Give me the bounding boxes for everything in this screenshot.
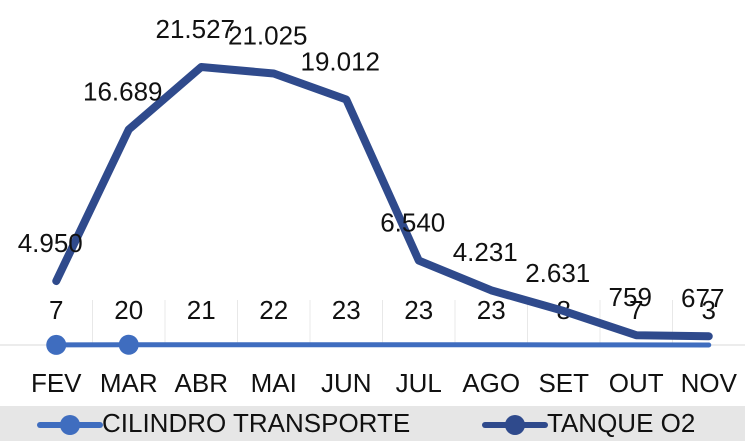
data-label: 19.012 — [300, 46, 380, 76]
data-label: 21 — [187, 295, 216, 325]
legend-label: TANQUE O2 — [547, 408, 695, 438]
marker — [118, 334, 139, 355]
legend-marker — [60, 415, 80, 435]
x-tick-label: JUL — [396, 368, 442, 398]
data-label: 21.527 — [155, 14, 235, 44]
line — [52, 63, 713, 341]
legend-label: CILINDRO TRANSPORTE — [102, 408, 410, 438]
data-label: 6.540 — [380, 207, 445, 237]
data-label: 4.950 — [18, 228, 83, 258]
x-tick-label: NOV — [681, 368, 738, 398]
data-label: 7 — [49, 295, 63, 325]
data-label: 20 — [114, 295, 143, 325]
data-label: 23 — [404, 295, 433, 325]
legend-background — [0, 406, 745, 441]
data-label: 16.689 — [83, 76, 163, 106]
legend-marker — [505, 415, 525, 435]
x-tick-label: MAR — [100, 368, 158, 398]
data-label: 23 — [477, 295, 506, 325]
x-tick-label: AGO — [462, 368, 520, 398]
x-tick-label: JUN — [321, 368, 372, 398]
x-tick-label: OUT — [609, 368, 664, 398]
data-label: 23 — [332, 295, 361, 325]
x-tick-label: ABR — [175, 368, 228, 398]
x-tick-label: SET — [538, 368, 589, 398]
data-label: 7 — [629, 295, 643, 325]
data-label: 677 — [681, 283, 724, 313]
x-tick-label: MAI — [251, 368, 297, 398]
data-label: 21.025 — [228, 20, 308, 50]
data-label: 4.231 — [453, 237, 518, 267]
x-tick-label: FEV — [31, 368, 82, 398]
data-label: 3 — [702, 295, 716, 325]
data-label: 22 — [259, 295, 288, 325]
marker — [46, 334, 67, 355]
data-label: 2.631 — [525, 258, 590, 288]
data-label: 759 — [609, 282, 652, 312]
